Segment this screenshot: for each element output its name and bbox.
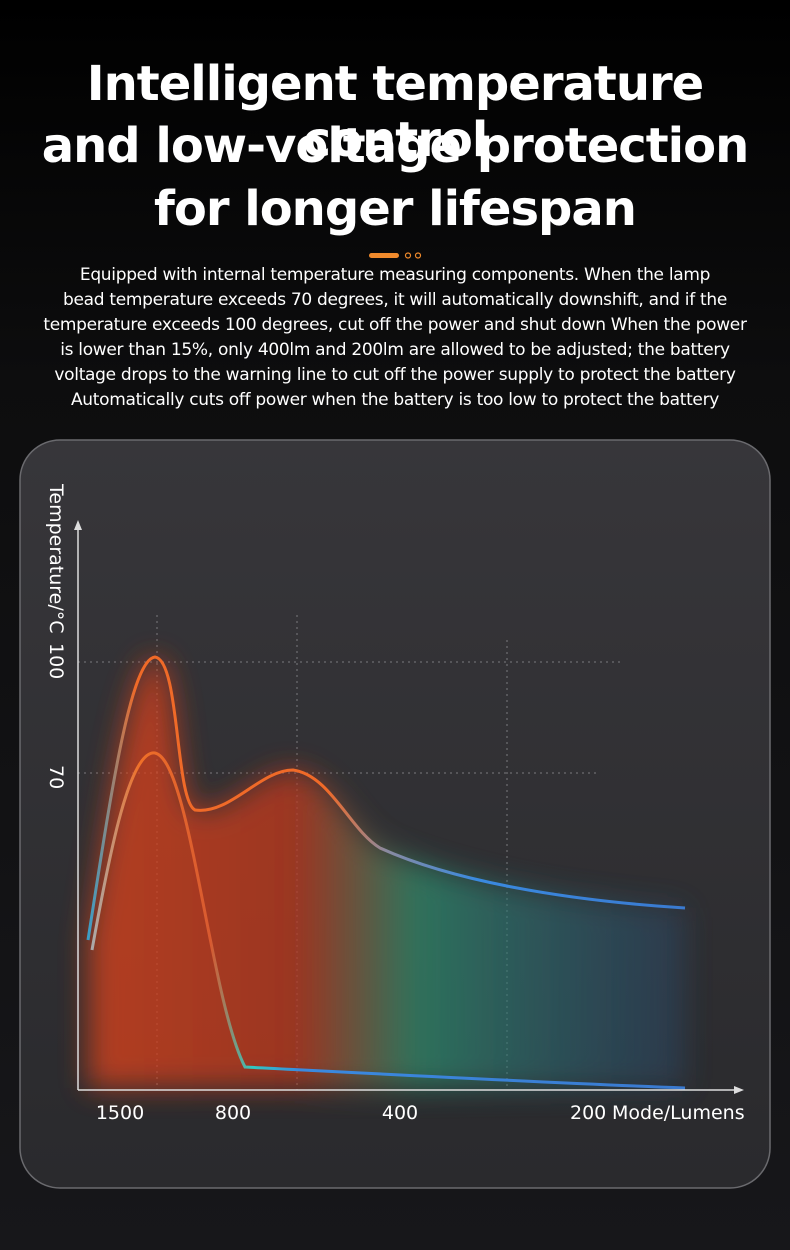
title-line: for longer lifespan <box>154 181 637 237</box>
description-line: Automatically cuts off power when the ba… <box>70 390 720 410</box>
description-line: is lower than 15%, only 400lm and 200lm … <box>60 340 730 360</box>
y-tick-label: 100 <box>45 643 67 679</box>
title-line: Intelligent temperature control <box>86 56 704 168</box>
description-line: bead temperature exceeds 70 degrees, it … <box>63 290 727 310</box>
description-line: Equipped with internal temperature measu… <box>79 265 711 285</box>
title-line: and low-voltage protection <box>41 118 750 174</box>
x-tick-label: 1500 <box>96 1102 144 1124</box>
x-tick-label: 200 <box>570 1102 606 1124</box>
dots-indicator <box>369 252 422 259</box>
description-line: voltage drops to the warning line to cut… <box>54 365 736 385</box>
x-tick-label: 400 <box>382 1102 418 1124</box>
x-axis-label: Mode/Lumens <box>612 1102 745 1124</box>
description-line: temperature exceeds 100 degrees, cut off… <box>43 315 747 335</box>
y-tick-label: 70 <box>45 765 67 789</box>
y-axis-label: Temperature/°C <box>45 483 67 634</box>
x-tick-label: 800 <box>215 1102 251 1124</box>
